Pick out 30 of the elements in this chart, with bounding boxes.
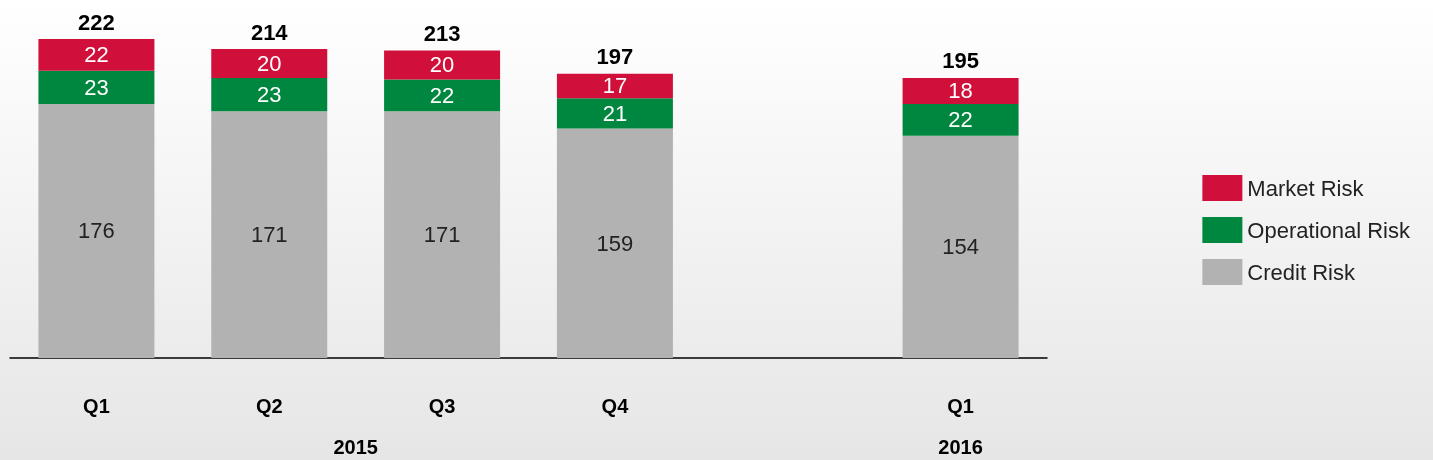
data-label: 17: [602, 73, 628, 99]
data-label: 23: [257, 82, 282, 108]
data-label: 21: [602, 100, 628, 126]
x-tick-label: Q1: [947, 395, 974, 417]
legend-label: Operational Risk: [1247, 217, 1411, 243]
data-label: 176: [78, 218, 115, 244]
data-label: 171: [250, 222, 288, 248]
total-label: 222: [78, 9, 115, 35]
x-tick-label: Q1: [83, 395, 110, 417]
total-label: 197: [596, 44, 634, 70]
data-label: 154: [942, 234, 979, 260]
data-label: 23: [84, 74, 109, 100]
x-tick-label: Q2: [255, 395, 283, 417]
x-tick-label: Q3: [428, 395, 456, 417]
total-label: 195: [942, 48, 979, 74]
data-label: 18: [948, 78, 973, 104]
data-label: 20: [257, 51, 282, 77]
data-label: 22: [429, 82, 455, 108]
data-label: 22: [84, 42, 109, 68]
data-label: 159: [596, 230, 634, 256]
total-label: 213: [423, 21, 461, 47]
data-label: 22: [948, 107, 973, 133]
total-label: 214: [250, 19, 289, 45]
legend-label: Credit Risk: [1247, 259, 1356, 285]
data-label: 171: [423, 222, 461, 248]
data-label: 20: [429, 52, 455, 78]
legend-label: Market Risk: [1247, 175, 1365, 201]
x-tick-label: Q4: [601, 395, 630, 417]
text: 2015: [333, 436, 378, 458]
text: 2016: [938, 436, 983, 458]
